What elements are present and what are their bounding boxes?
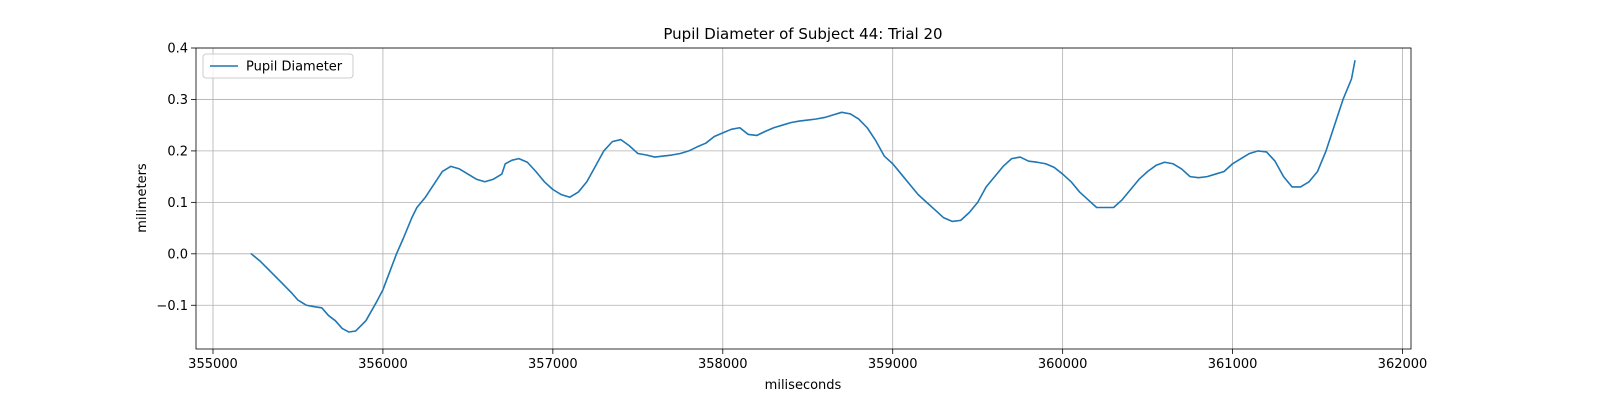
x-tick-label: 361000	[1208, 357, 1258, 372]
y-tick-label: 0.3	[167, 93, 188, 108]
y-tick-label: 0.2	[167, 144, 188, 159]
y-tick-label: 0.1	[167, 196, 188, 211]
x-tick-label: 360000	[1038, 357, 1088, 372]
x-tick-label: 357000	[528, 357, 578, 372]
y-tick-label: −0.1	[156, 299, 188, 314]
legend: Pupil Diameter	[202, 53, 354, 79]
y-axis-ticks: −0.1 0.0 0.1 0.2 0.3 0.4	[156, 42, 196, 314]
x-axis-ticks: 355000 356000 357000 358000 359000 360000 3610…	[188, 349, 1427, 372]
legend-box	[202, 53, 354, 79]
chart-title: Pupil Diameter of Subject 44: Trial 20	[663, 25, 942, 43]
y-tick-label: 0.4	[167, 42, 188, 57]
series-layer	[250, 60, 1356, 333]
x-tick-label: 356000	[358, 357, 408, 372]
plot-frame	[195, 47, 1412, 350]
x-tick-label: 355000	[188, 357, 238, 372]
grid	[196, 47, 1411, 349]
y-axis-label: milimeters	[135, 163, 150, 233]
legend-label: Pupil Diameter	[246, 60, 343, 75]
y-tick-label: 0.0	[167, 247, 188, 262]
x-tick-label: 358000	[698, 357, 748, 372]
series-line-pupil-diameter	[250, 60, 1356, 333]
x-tick-label: 362000	[1378, 357, 1428, 372]
x-tick-label: 359000	[868, 357, 918, 372]
x-axis-label: miliseconds	[765, 378, 842, 393]
